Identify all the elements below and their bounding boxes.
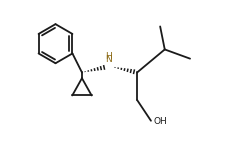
Text: N: N — [105, 55, 112, 64]
Text: H: H — [105, 52, 112, 61]
Text: OH: OH — [154, 117, 168, 126]
